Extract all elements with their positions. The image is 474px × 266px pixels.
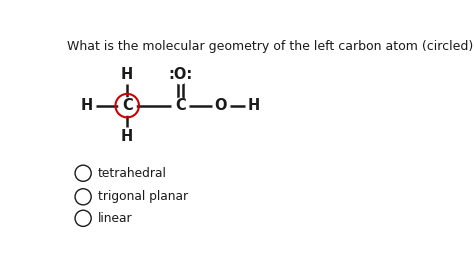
Text: C: C: [175, 98, 186, 113]
Text: H: H: [81, 98, 93, 113]
Text: H: H: [121, 129, 133, 144]
Text: trigonal planar: trigonal planar: [98, 190, 188, 203]
Text: tetrahedral: tetrahedral: [98, 167, 167, 180]
Text: linear: linear: [98, 212, 132, 225]
Text: C: C: [122, 98, 133, 113]
Text: H: H: [121, 68, 133, 82]
Text: :O:: :O:: [168, 68, 192, 82]
Text: What is the molecular geometry of the left carbon atom (circled) in acetic acid?: What is the molecular geometry of the le…: [66, 40, 474, 53]
Text: O: O: [215, 98, 227, 113]
Text: H: H: [248, 98, 260, 113]
